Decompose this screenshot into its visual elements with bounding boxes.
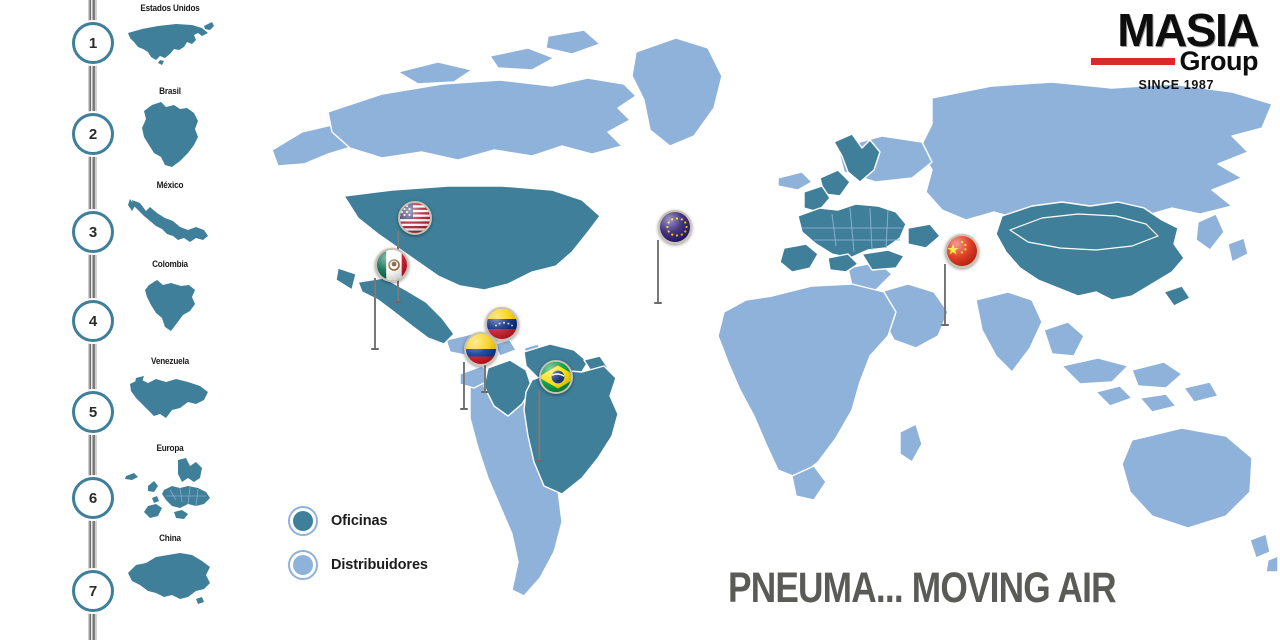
timeline-label-colombia: Colombia <box>152 259 188 270</box>
office-regions <box>335 133 1191 495</box>
timeline-label-estados-unidos: Estados Unidos <box>140 3 200 14</box>
timeline-number-6: 6 <box>72 477 114 519</box>
usa-shape <box>110 16 230 72</box>
legend-label-oficinas: Oficinas <box>331 513 388 529</box>
co-flag-icon <box>464 332 498 366</box>
legend-item-distribuidores[interactable]: Distribuidores <box>288 550 428 580</box>
country-timeline: 1 Estados Unidos 2 Brasil 3 Mé <box>0 0 230 640</box>
europe-shape <box>110 456 230 522</box>
brazil-shape <box>110 99 230 171</box>
legend-label-distribuidores: Distribuidores <box>331 557 428 573</box>
timeline-label-china: China <box>159 533 181 544</box>
tagline: PNEUMA... MOVING AIR <box>728 564 1117 612</box>
legend-item-oficinas[interactable]: Oficinas <box>288 506 428 536</box>
mx-flag-icon <box>375 248 409 282</box>
logo-middle-row: Group <box>1090 46 1259 77</box>
pin-stem <box>371 278 378 350</box>
filled-circle-icon-distribuidores <box>288 550 318 580</box>
timeline-label-europa: Europa <box>156 443 184 454</box>
venezuela-shape <box>110 370 230 432</box>
logo-subword: Group <box>1179 46 1259 77</box>
pin-stem <box>941 264 948 326</box>
filled-circle-icon-oficinas <box>288 506 318 536</box>
pin-stem <box>535 390 542 462</box>
mexico-shape <box>110 194 230 256</box>
world-map-svg <box>271 29 1279 597</box>
timeline-number-5: 5 <box>72 391 114 433</box>
pin-stem <box>654 240 661 304</box>
us-flag-icon <box>398 201 432 235</box>
timeline-label-brasil: Brasil <box>159 86 181 97</box>
colombia-shape <box>110 273 230 337</box>
pin-stem <box>460 362 467 410</box>
eu-flag-icon <box>658 210 692 244</box>
timeline-label-venezuela: Venezuela <box>151 356 189 367</box>
timeline-number-7: 7 <box>72 570 114 612</box>
timeline-label-mexico: México <box>156 180 184 191</box>
logo-red-bar <box>1090 58 1175 66</box>
timeline-number-1: 1 <box>72 22 114 64</box>
timeline-number-4: 4 <box>72 300 114 342</box>
logo-since-text: SINCE 1987 <box>1138 78 1214 93</box>
timeline-number-2: 2 <box>72 113 114 155</box>
cn-flag-icon <box>945 234 979 268</box>
logo-wordmark: MASIA <box>1117 4 1259 56</box>
timeline-number-3: 3 <box>72 211 114 253</box>
br-flag-icon <box>539 360 573 394</box>
masia-group-logo: MASIA Group SINCE 1987 <box>1090 4 1259 93</box>
map-legend: Oficinas Distribuidores <box>288 506 428 594</box>
china-shape <box>110 547 230 609</box>
